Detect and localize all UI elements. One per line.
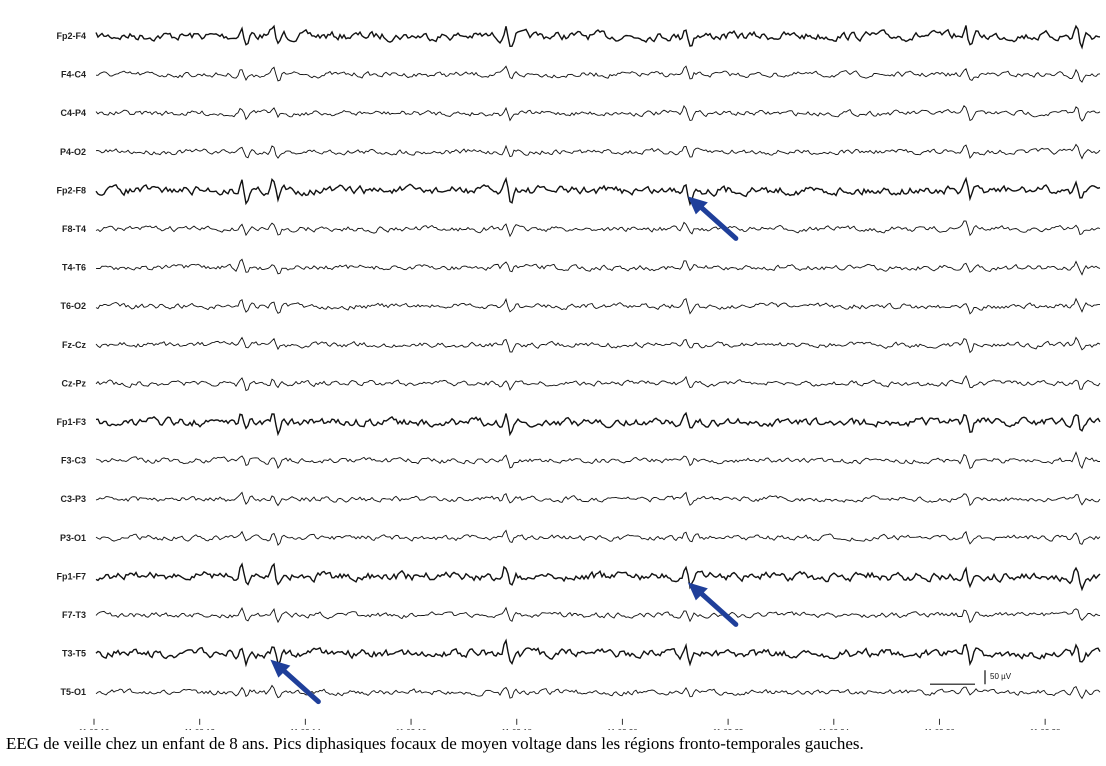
channel-label: Cz-Pz xyxy=(62,378,87,388)
calibration-bar xyxy=(930,670,986,685)
time-tick-label: 11:03:28 xyxy=(1030,728,1061,730)
eeg-trace xyxy=(95,65,1101,83)
channel-label: P3-O1 xyxy=(60,533,86,543)
figure-caption: EEG de veille chez un enfant de 8 ans. P… xyxy=(6,734,864,753)
eeg-trace xyxy=(95,297,1100,315)
eeg-trace xyxy=(95,684,1101,700)
annotation-arrow xyxy=(687,582,739,627)
channel-label: Fp2-F8 xyxy=(56,185,86,195)
annotation-arrow xyxy=(270,659,321,705)
eeg-trace xyxy=(95,104,1101,122)
eeg-trace xyxy=(95,336,1101,354)
channel-label: F4-C4 xyxy=(61,70,86,80)
time-tick-label: 11:03:24 xyxy=(819,728,850,730)
eeg-trace xyxy=(95,176,1101,207)
channel-label: F7-T3 xyxy=(62,610,86,620)
eeg-trace xyxy=(95,491,1101,507)
channel-label: Fp2-F4 xyxy=(56,31,86,41)
channel-label: C3-P3 xyxy=(60,494,86,504)
channel-label: Fp1-F7 xyxy=(56,571,86,581)
time-tick-label: 11:03:22 xyxy=(713,728,744,730)
eeg-trace xyxy=(95,411,1101,437)
channel-label: T5-O1 xyxy=(60,687,86,697)
time-tick-label: 11:03:10 xyxy=(79,728,110,730)
eeg-trace xyxy=(95,529,1101,546)
time-tick-label: 11:03:18 xyxy=(501,728,532,730)
eeg-trace xyxy=(95,606,1101,624)
eeg-trace xyxy=(95,562,1101,592)
time-tick-label: 11:03:26 xyxy=(924,728,955,730)
channel-label: T3-T5 xyxy=(62,649,86,659)
calibration-label: 50 µV xyxy=(990,672,1012,681)
eeg-chart: Fp2-F4 F4-C4 C4-P4 P4-O2 Fp2-F8 F8-T4 T4-T6 T6-… xyxy=(56,24,1101,730)
eeg-trace xyxy=(95,258,1101,276)
time-tick-label: 11:03:16 xyxy=(396,728,427,730)
channel-label: F3-C3 xyxy=(61,456,86,466)
channel-label: T4-T6 xyxy=(62,263,86,273)
time-tick-label: 11:03:14 xyxy=(290,728,321,730)
channel-label: Fp1-F3 xyxy=(56,417,86,427)
eeg-trace xyxy=(95,24,1101,50)
channel-label: C4-P4 xyxy=(60,108,86,118)
eeg-trace xyxy=(95,374,1101,392)
eeg-trace xyxy=(95,638,1101,668)
channel-label: F8-T4 xyxy=(62,224,86,234)
eeg-trace xyxy=(95,143,1101,160)
time-tick-label: 11:03:12 xyxy=(184,728,215,730)
annotation-arrow xyxy=(687,196,739,241)
channel-label: T6-O2 xyxy=(60,301,86,311)
eeg-trace xyxy=(95,220,1101,238)
time-tick-label: 11:03:20 xyxy=(607,728,638,730)
channel-label: P4-O2 xyxy=(60,147,86,157)
channel-label: Fz-Cz xyxy=(62,340,86,350)
eeg-trace xyxy=(95,451,1100,470)
